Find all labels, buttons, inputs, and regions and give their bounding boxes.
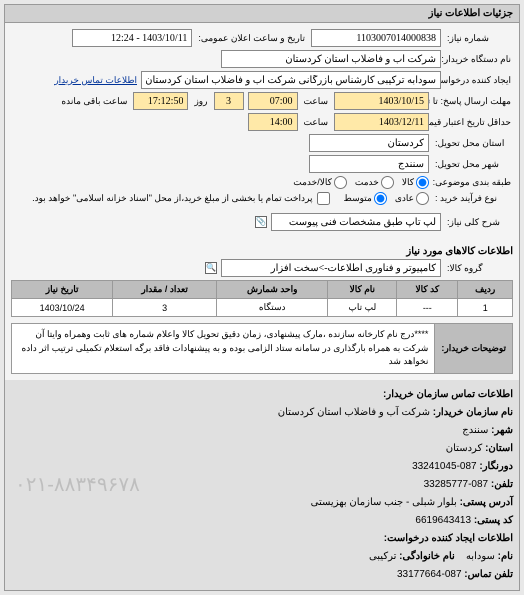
need-desc-label: شرح کلی نیاز: xyxy=(445,217,513,228)
contact-province-label: استان: xyxy=(485,443,513,454)
goods-group-label: گروه کالا: xyxy=(445,263,513,274)
cell-qty: 3 xyxy=(113,299,217,317)
req-no-input[interactable] xyxy=(311,29,441,47)
city-input[interactable] xyxy=(309,155,429,173)
contact-mobile-label: تلفن تماس: xyxy=(464,569,513,580)
contact-tel-label: تلفن: xyxy=(491,479,513,490)
col-row: ردیف xyxy=(458,281,513,299)
validity-time-input[interactable] xyxy=(248,113,298,131)
deadline-time-label: ساعت xyxy=(302,96,331,107)
process-type-label: نوع فرآیند خرید : xyxy=(433,193,513,204)
requester-label: ایجاد کننده درخواست: xyxy=(445,75,513,86)
contact-tel: 087-33285777 xyxy=(424,479,489,490)
subject-type-goods-label: کالا xyxy=(402,177,414,188)
cell-unit: دستگاه xyxy=(217,299,328,317)
cell-date: 1403/10/24 xyxy=(12,299,113,317)
process-type-normal-radio[interactable] xyxy=(416,192,429,205)
process-type-medium-label: متوسط xyxy=(344,193,372,204)
group-search-icon[interactable]: 🔍 xyxy=(205,262,217,274)
cell-row: 1 xyxy=(458,299,513,317)
contact-postal-label: کد پستی: xyxy=(474,515,513,526)
subject-type-goods-radio[interactable] xyxy=(416,176,429,189)
subject-type-both-label: کالا/خدمت xyxy=(293,177,332,188)
subject-type-group: کالا خدمت کالا/خدمت xyxy=(293,176,429,189)
contact-addr: بلوار شبلی - جنب سازمان بهزیستی xyxy=(311,497,457,508)
req-creator-title: اطلاعات ایجاد کننده درخواست: xyxy=(384,533,513,544)
buyer-note-text: ****درج نام کارخانه سازنده ،مارک پیشنهاد… xyxy=(12,324,434,373)
cell-code: --- xyxy=(397,299,458,317)
contact-name-label: نام: xyxy=(498,551,513,562)
cell-name: لپ تاپ xyxy=(328,299,397,317)
contact-addr-label: آدرس پستی: xyxy=(460,497,513,508)
public-dt-input[interactable] xyxy=(72,29,192,47)
table-row[interactable]: 1 --- لپ تاپ دستگاه 3 1403/10/24 xyxy=(12,299,513,317)
remain-suffix: ساعت باقی مانده xyxy=(59,96,129,107)
contact-family-label: نام خانوادگی: xyxy=(399,551,455,562)
contact-org-label: نام سازمان خریدار: xyxy=(433,407,513,418)
col-name: نام کالا xyxy=(328,281,397,299)
subject-type-both-radio[interactable] xyxy=(334,176,347,189)
col-unit: واحد شمارش xyxy=(217,281,328,299)
remain-day-label: روز xyxy=(192,96,209,107)
public-dt-label: تاریخ و ساعت اعلان عمومی: xyxy=(196,33,307,44)
contact-title: اطلاعات تماس سازمان خریدار: xyxy=(383,389,513,400)
process-type-medium-radio[interactable] xyxy=(374,192,387,205)
buyer-org-input[interactable] xyxy=(221,50,441,68)
contact-postal: 6619643413 xyxy=(415,515,471,526)
buyer-note-box: توضیحات خریدار: ****درج نام کارخانه سازن… xyxy=(11,323,513,374)
buyer-org-label: نام دستگاه خریدار: xyxy=(445,54,513,65)
subject-type-service-label: خدمت xyxy=(355,177,379,188)
buyer-contact-link[interactable]: اطلاعات تماس خریدار xyxy=(54,75,137,86)
deadline-date-input[interactable] xyxy=(334,92,429,110)
goods-table: ردیف کد کالا نام کالا واحد شمارش تعداد /… xyxy=(11,280,513,317)
remain-days-input[interactable] xyxy=(214,92,244,110)
province-label: استان محل تحویل: xyxy=(433,138,513,149)
validity-label: حداقل تاریخ اعتبار قیمت: تا تاریخ: xyxy=(433,117,513,128)
col-qty: تعداد / مقدار xyxy=(113,281,217,299)
contact-family: ترکیبی xyxy=(369,551,396,562)
deadline-label: مهلت ارسال پاسخ: تا تاریخ: xyxy=(433,96,513,107)
contact-province: کردستان xyxy=(446,443,483,454)
contact-city-label: شهر: xyxy=(491,425,513,436)
goods-section-title: اطلاعات کالاهای مورد نیاز xyxy=(11,246,513,257)
contact-org: شرکت آب و فاضلاب استان کردستان xyxy=(278,407,430,418)
contact-mobile: 087-33177664 xyxy=(397,569,462,580)
buyer-note-label: توضیحات خریدار: xyxy=(434,324,512,373)
process-note: پرداخت تمام یا بخشی از مبلغ خرید،از محل … xyxy=(32,193,312,204)
remain-time-input[interactable] xyxy=(133,92,188,110)
contact-fax: 087-33241045 xyxy=(412,461,477,472)
subject-type-service-radio[interactable] xyxy=(381,176,394,189)
req-no-label: شماره نیاز: xyxy=(445,33,513,44)
contact-fax-label: دورنگار: xyxy=(479,461,513,472)
validity-time-label: ساعت xyxy=(302,117,331,128)
form-area: شماره نیاز: تاریخ و ساعت اعلان عمومی: نا… xyxy=(5,23,519,240)
city-label: شهر محل تحویل: xyxy=(433,159,513,170)
attachment-icon[interactable]: 📎 xyxy=(255,216,267,228)
requester-input[interactable] xyxy=(141,71,441,89)
deadline-time-input[interactable] xyxy=(248,92,298,110)
process-type-group: عادی متوسط xyxy=(344,192,429,205)
subject-type-label: طبقه بندی موضوعی: xyxy=(433,177,513,188)
process-type-normal-label: عادی xyxy=(395,193,414,204)
contact-name: سودابه xyxy=(466,551,495,562)
treasury-checkbox[interactable] xyxy=(317,192,330,205)
goods-group-input[interactable] xyxy=(221,259,441,277)
col-date: تاریخ نیاز xyxy=(12,281,113,299)
contact-section: ۰۲۱-۸۸۳۴۹۶۷۸ اطلاعات تماس سازمان خریدار:… xyxy=(5,380,519,590)
need-details-panel: جزئیات اطلاعات نیاز شماره نیاز: تاریخ و … xyxy=(4,4,520,591)
col-code: کد کالا xyxy=(397,281,458,299)
province-input[interactable] xyxy=(309,134,429,152)
contact-city: سنندج xyxy=(462,425,488,436)
validity-date-input[interactable] xyxy=(334,113,429,131)
need-desc-input[interactable] xyxy=(271,213,441,231)
panel-title: جزئیات اطلاعات نیاز xyxy=(5,5,519,23)
